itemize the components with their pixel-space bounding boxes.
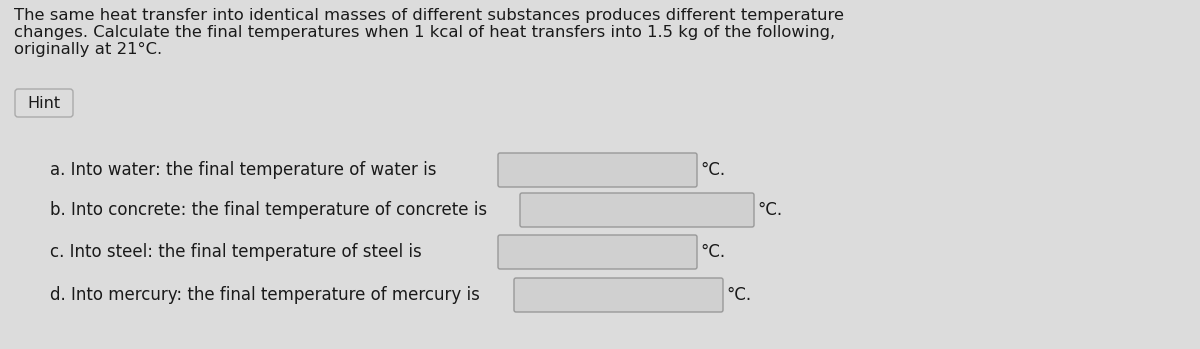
- FancyBboxPatch shape: [514, 278, 722, 312]
- Text: a. Into water: the final temperature of water is: a. Into water: the final temperature of …: [50, 161, 437, 179]
- Text: °C.: °C.: [757, 201, 782, 219]
- Text: changes. Calculate the final temperatures when 1 kcal of heat transfers into 1.5: changes. Calculate the final temperature…: [14, 25, 835, 40]
- Text: °C.: °C.: [726, 286, 751, 304]
- Text: °C.: °C.: [700, 161, 725, 179]
- Text: b. Into concrete: the final temperature of concrete is: b. Into concrete: the final temperature …: [50, 201, 487, 219]
- Text: d. Into mercury: the final temperature of mercury is: d. Into mercury: the final temperature o…: [50, 286, 480, 304]
- FancyBboxPatch shape: [498, 153, 697, 187]
- FancyBboxPatch shape: [498, 235, 697, 269]
- Text: The same heat transfer into identical masses of different substances produces di: The same heat transfer into identical ma…: [14, 8, 844, 23]
- Text: °C.: °C.: [700, 243, 725, 261]
- Text: Hint: Hint: [28, 96, 60, 111]
- Text: c. Into steel: the final temperature of steel is: c. Into steel: the final temperature of …: [50, 243, 421, 261]
- FancyBboxPatch shape: [520, 193, 754, 227]
- FancyBboxPatch shape: [14, 89, 73, 117]
- Text: originally at 21°C.: originally at 21°C.: [14, 42, 162, 57]
